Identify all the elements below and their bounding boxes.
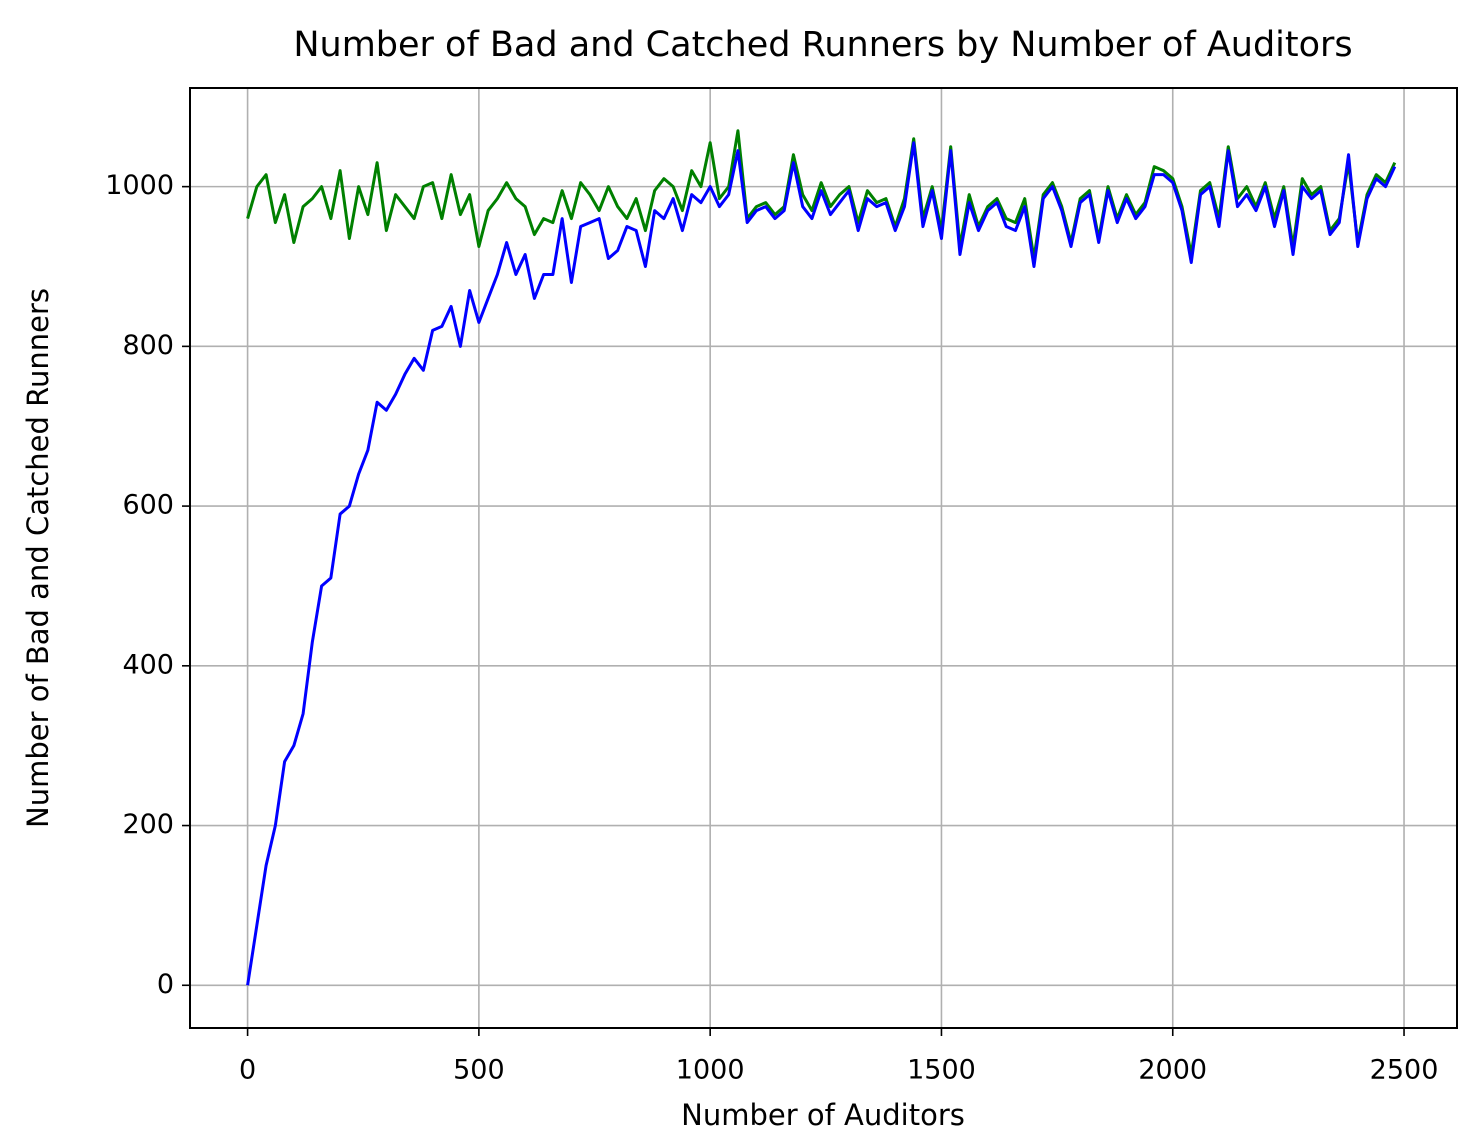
x-tick-label: 0 xyxy=(239,1055,256,1086)
x-tick-label: 2000 xyxy=(1138,1055,1207,1086)
line-series xyxy=(246,129,1397,261)
chart-title: Number of Bad and Catched Runners by Num… xyxy=(293,25,1352,65)
y-tick-label: 0 xyxy=(157,969,174,1000)
y-tick-label: 800 xyxy=(122,330,174,361)
x-tick-label: 1500 xyxy=(907,1055,976,1086)
x-tick-label: 1000 xyxy=(676,1055,745,1086)
line-series xyxy=(246,141,1397,986)
y-tick-label: 200 xyxy=(122,809,174,840)
y-tick-label: 400 xyxy=(122,649,174,680)
x-tick-label: 500 xyxy=(453,1055,505,1086)
y-tick-label: 600 xyxy=(122,490,174,521)
plot-frame xyxy=(189,87,1458,1029)
x-tick-label: 2500 xyxy=(1370,1055,1439,1086)
y-axis-label: Number of Bad and Catched Runners xyxy=(21,288,55,828)
x-axis-label: Number of Auditors xyxy=(681,1098,965,1132)
y-tick-label: 1000 xyxy=(105,170,174,201)
